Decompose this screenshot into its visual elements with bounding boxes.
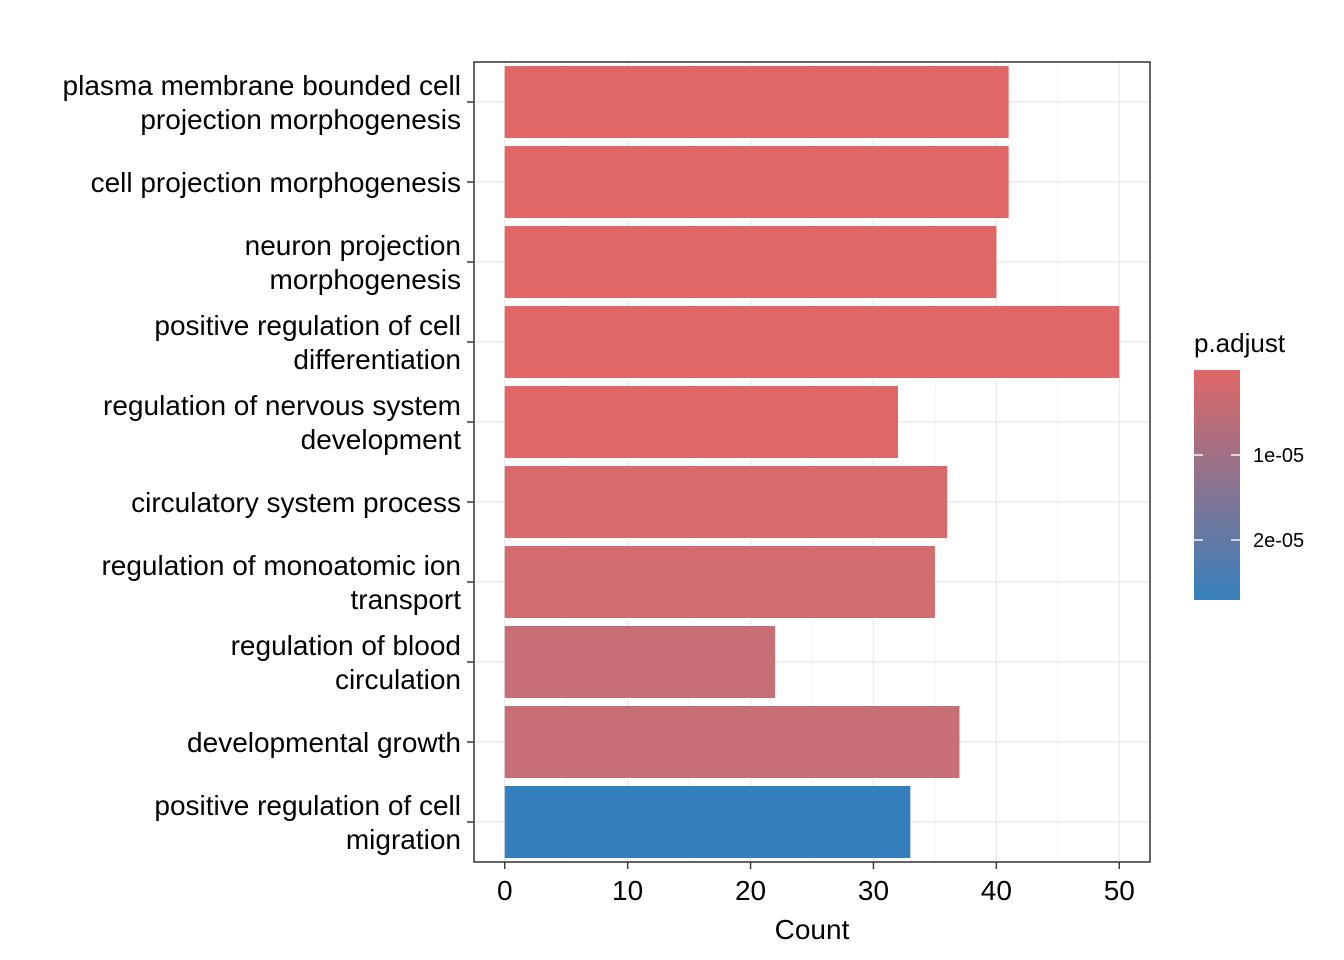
y-tick-label: positive regulation of cell	[154, 310, 461, 341]
x-tick-label: 0	[497, 875, 513, 906]
y-tick-label: transport	[351, 584, 462, 615]
y-tick-label: projection morphogenesis	[140, 104, 461, 135]
bar	[504, 306, 1120, 378]
bar	[504, 546, 935, 618]
x-tick-label: 40	[981, 875, 1012, 906]
legend-colorbar	[1194, 370, 1240, 600]
bar	[504, 466, 948, 538]
legend: p.adjust 1e-05 2e-05	[1194, 328, 1304, 600]
legend-tick-label: 1e-05	[1253, 445, 1304, 467]
bar	[504, 626, 776, 698]
x-tick-label: 20	[735, 875, 766, 906]
y-tick-label: migration	[346, 824, 461, 855]
x-tick-label: 10	[612, 875, 643, 906]
bar	[504, 786, 911, 858]
y-tick-label: circulatory system process	[131, 487, 461, 518]
legend-title: p.adjust	[1194, 328, 1286, 358]
legend-tick-label: 2e-05	[1253, 530, 1304, 552]
y-tick-label: differentiation	[293, 344, 461, 375]
legend-ticks: 1e-05 2e-05	[1194, 445, 1304, 552]
bar	[504, 386, 899, 458]
y-tick-label: plasma membrane bounded cell	[63, 70, 461, 101]
bar	[504, 66, 1009, 138]
x-tick-label: 50	[1104, 875, 1135, 906]
bar	[504, 146, 1009, 218]
bar	[504, 226, 997, 298]
y-tick-label: regulation of monoatomic ion	[101, 550, 461, 581]
x-axis: 0 10 20 30 40 50	[497, 862, 1135, 906]
plot-panel-border	[473, 61, 1151, 863]
y-tick-label: morphogenesis	[270, 264, 461, 295]
bars	[504, 66, 1120, 858]
x-tick-label: 30	[858, 875, 889, 906]
y-tick-label: development	[301, 424, 462, 455]
y-tick-label: regulation of nervous system	[103, 390, 461, 421]
y-tick-label: developmental growth	[187, 727, 461, 758]
y-tick-label: neuron projection	[245, 230, 461, 261]
y-tick-label: circulation	[335, 664, 461, 695]
y-tick-label: positive regulation of cell	[154, 790, 461, 821]
y-tick-label: regulation of blood	[231, 630, 461, 661]
bar	[504, 706, 960, 778]
x-axis-title: Count	[775, 914, 850, 945]
y-tick-label: cell projection morphogenesis	[91, 167, 461, 198]
